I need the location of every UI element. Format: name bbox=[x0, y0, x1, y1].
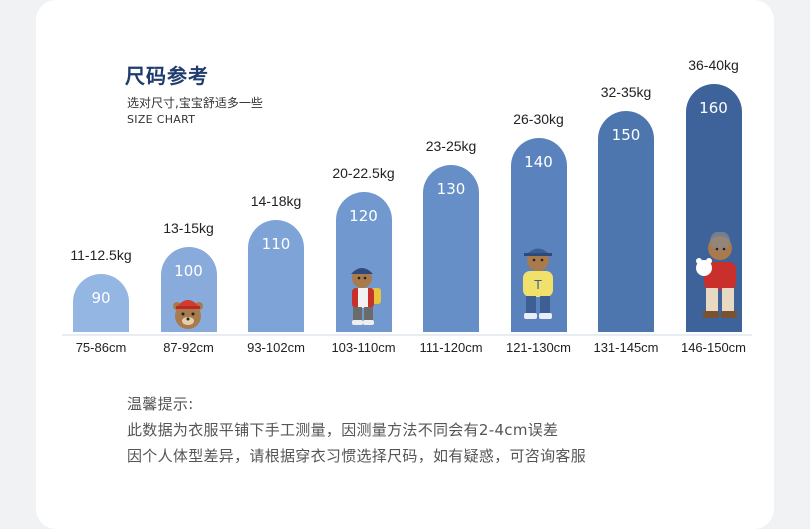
size-bar bbox=[598, 110, 654, 332]
subtitle-english: SIZE CHART bbox=[127, 113, 196, 126]
bear-head-red-cap-icon bbox=[173, 300, 203, 329]
subtitle: 选对尺寸,宝宝舒适多一些 bbox=[127, 96, 263, 110]
weight-label: 36-40kg bbox=[688, 56, 739, 73]
size-bar bbox=[510, 138, 567, 332]
height-range-label: 75-86cm bbox=[75, 340, 127, 355]
weight-label: 11-12.5kg bbox=[70, 247, 132, 263]
size-bar-label: 90 bbox=[91, 289, 111, 307]
height-range-label: 121-130cm bbox=[505, 340, 572, 355]
size-bar bbox=[335, 192, 392, 332]
weight-label: 26-30kg bbox=[513, 111, 564, 127]
size-bar-label: 160 bbox=[699, 98, 728, 117]
size-bar-label: 120 bbox=[349, 207, 378, 226]
weight-label: 20-22.5kg bbox=[332, 165, 395, 182]
bear-backpack-icon bbox=[351, 268, 381, 325]
size-bar bbox=[248, 219, 304, 332]
notes-heading: 温馨提示: bbox=[127, 395, 194, 413]
size-bar-label: 100 bbox=[174, 261, 203, 280]
weight-label: 14-18kg bbox=[250, 192, 302, 209]
height-range-label: 87-92cm bbox=[163, 340, 214, 355]
bear-holding-teddy-icon bbox=[696, 232, 737, 318]
size-bar bbox=[423, 165, 479, 332]
size-bar-label: 140 bbox=[524, 153, 553, 171]
height-range-label: 93-102cm bbox=[247, 340, 305, 355]
svg-text:T: T bbox=[533, 278, 542, 292]
chart-baseline bbox=[62, 334, 752, 336]
height-range-label: 111-120cm bbox=[419, 340, 483, 355]
size-bar-label: 110 bbox=[261, 234, 291, 253]
page-title: 尺码参考 bbox=[125, 64, 209, 88]
bear-yellow-sweater-icon: T bbox=[523, 248, 553, 319]
notes-line-1: 此数据为衣服平铺下手工测量，因测量方法不同会有2-4cm误差 bbox=[127, 421, 559, 439]
weight-label: 13-15kg bbox=[163, 219, 214, 236]
weight-label: 32-35kg bbox=[600, 83, 652, 100]
weight-label: 23-25kg bbox=[425, 138, 477, 155]
height-range-label: 131-145cm bbox=[593, 340, 659, 355]
height-range-label: 103-110cm bbox=[331, 340, 396, 355]
height-range-label: 146-150cm bbox=[680, 340, 747, 355]
size-bar-label: 130 bbox=[436, 180, 466, 199]
notes-line-2: 因个人体型差异，请根据穿衣习惯选择尺码，如有疑惑，可咨询客服 bbox=[127, 447, 587, 465]
size-bar-label: 150 bbox=[611, 125, 641, 144]
size-bar bbox=[73, 274, 129, 332]
